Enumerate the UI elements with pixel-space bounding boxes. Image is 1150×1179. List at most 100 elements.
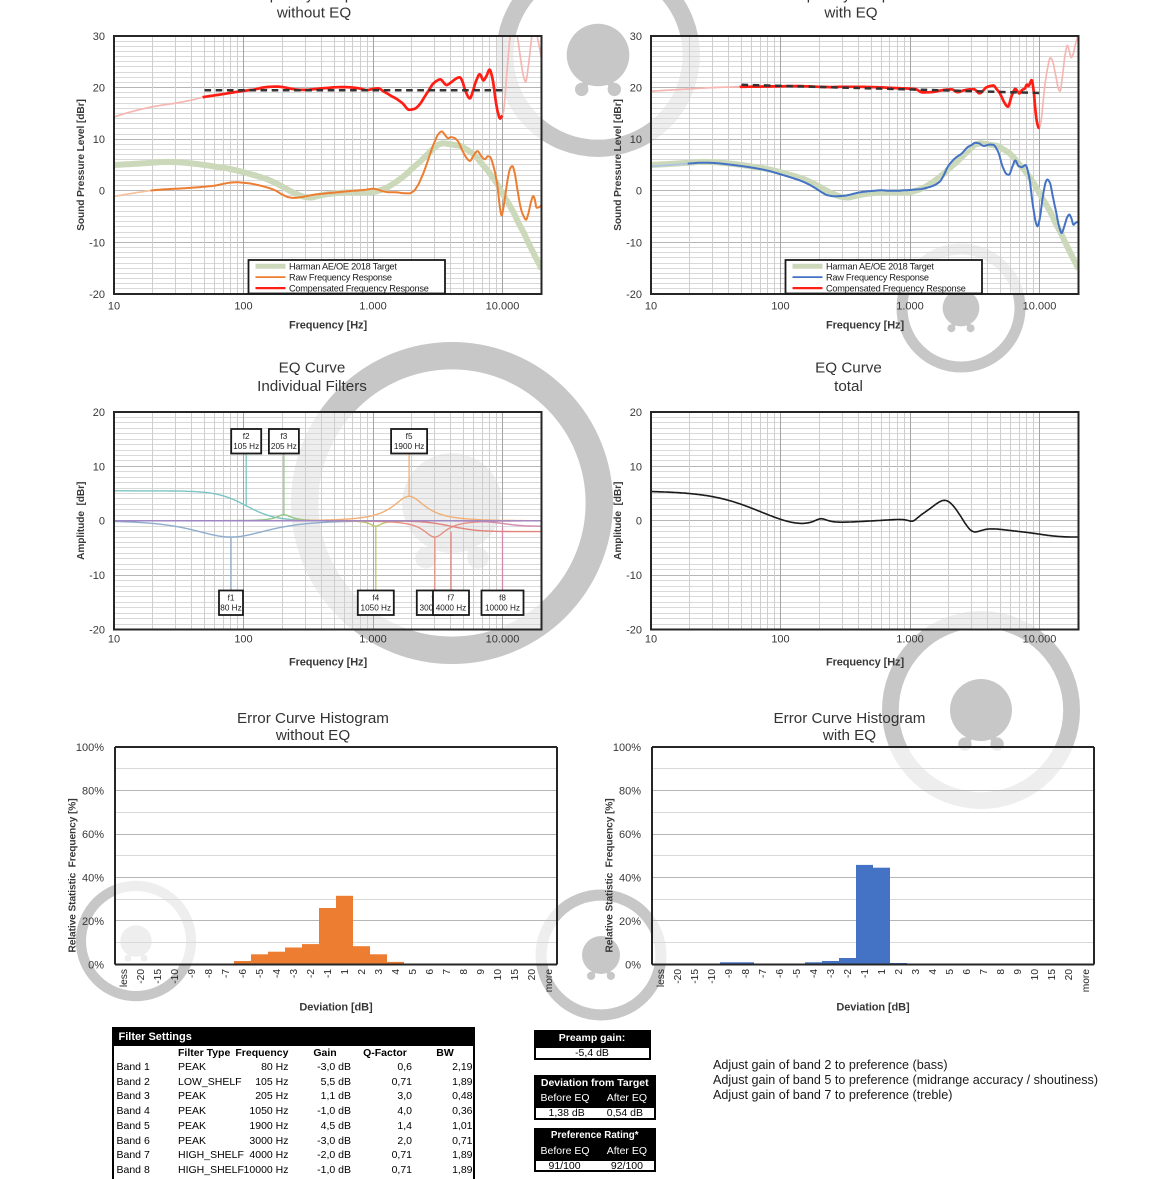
svg-text:100: 100 bbox=[771, 301, 789, 313]
svg-text:Deviation [dB]: Deviation [dB] bbox=[299, 1002, 373, 1014]
svg-text:-2: -2 bbox=[843, 969, 854, 978]
svg-text:10: 10 bbox=[108, 634, 120, 646]
svg-text:1.000: 1.000 bbox=[359, 634, 387, 646]
svg-text:20%: 20% bbox=[82, 916, 104, 928]
svg-text:-20: -20 bbox=[626, 289, 642, 301]
svg-text:10: 10 bbox=[493, 969, 504, 981]
svg-text:100: 100 bbox=[234, 301, 252, 313]
svg-text:20: 20 bbox=[527, 969, 538, 981]
svg-text:15: 15 bbox=[1047, 969, 1058, 981]
svg-text:10000 Hz: 10000 Hz bbox=[485, 604, 520, 613]
svg-text:Compensated Frequency Response: Compensated Frequency Response bbox=[289, 283, 429, 293]
svg-text:10: 10 bbox=[1030, 969, 1041, 981]
svg-text:15: 15 bbox=[510, 969, 521, 981]
svg-text:3: 3 bbox=[374, 969, 385, 975]
svg-text:20: 20 bbox=[93, 407, 105, 419]
svg-text:5: 5 bbox=[945, 969, 956, 975]
svg-text:0: 0 bbox=[99, 516, 105, 528]
svg-text:Individual Filters: Individual Filters bbox=[257, 378, 367, 395]
svg-text:0: 0 bbox=[636, 516, 642, 528]
svg-text:without EQ: without EQ bbox=[275, 727, 350, 744]
svg-text:60%: 60% bbox=[619, 829, 641, 841]
svg-text:Harman AE/OE 2018 Target: Harman AE/OE 2018 Target bbox=[289, 262, 397, 272]
svg-text:60%: 60% bbox=[82, 829, 104, 841]
svg-text:-15: -15 bbox=[690, 969, 701, 984]
svg-text:1050 Hz: 1050 Hz bbox=[361, 604, 392, 613]
svg-text:-10: -10 bbox=[626, 570, 642, 582]
svg-text:80%: 80% bbox=[619, 785, 641, 797]
svg-text:100%: 100% bbox=[76, 742, 104, 754]
svg-text:-1: -1 bbox=[860, 969, 871, 978]
svg-text:Sound Pressure Level [dBr]: Sound Pressure Level [dBr] bbox=[76, 99, 87, 231]
svg-text:3: 3 bbox=[911, 969, 922, 975]
svg-text:2: 2 bbox=[357, 969, 368, 975]
svg-text:Relative Statistic Frequency: Relative Statistic Frequency [%] bbox=[68, 798, 79, 952]
svg-text:0: 0 bbox=[636, 186, 642, 198]
svg-text:20: 20 bbox=[1064, 969, 1075, 981]
svg-text:20: 20 bbox=[93, 83, 105, 95]
svg-text:f8: f8 bbox=[499, 594, 506, 603]
svg-text:-15: -15 bbox=[153, 969, 164, 984]
svg-text:-2: -2 bbox=[306, 969, 317, 978]
svg-text:Frequency [Hz]: Frequency [Hz] bbox=[289, 657, 367, 669]
svg-text:0: 0 bbox=[99, 186, 105, 198]
svg-text:1: 1 bbox=[340, 969, 351, 975]
svg-text:f3: f3 bbox=[280, 432, 287, 441]
svg-text:10.000: 10.000 bbox=[1023, 301, 1057, 313]
svg-text:4: 4 bbox=[928, 969, 939, 975]
svg-text:1900 Hz: 1900 Hz bbox=[394, 442, 425, 451]
svg-text:1.000: 1.000 bbox=[896, 301, 924, 313]
svg-text:Raw Frequency Response: Raw Frequency Response bbox=[289, 272, 392, 282]
svg-text:-9: -9 bbox=[724, 969, 735, 978]
svg-text:Harman AE/OE 2018 Target: Harman AE/OE 2018 Target bbox=[826, 262, 934, 272]
svg-text:4000 Hz: 4000 Hz bbox=[436, 604, 467, 613]
svg-text:f5: f5 bbox=[406, 432, 413, 441]
svg-text:f4: f4 bbox=[372, 594, 379, 603]
svg-text:without EQ: without EQ bbox=[276, 4, 351, 21]
svg-text:7: 7 bbox=[442, 969, 453, 975]
svg-text:total: total bbox=[834, 378, 863, 395]
svg-text:Amplitude [dBr]: Amplitude [dBr] bbox=[613, 482, 624, 560]
svg-text:10: 10 bbox=[108, 301, 120, 313]
svg-text:2: 2 bbox=[894, 969, 905, 975]
svg-text:8: 8 bbox=[459, 969, 470, 975]
svg-text:Error Curve Histogram: Error Curve Histogram bbox=[237, 710, 389, 727]
svg-text:30: 30 bbox=[93, 31, 105, 43]
svg-text:9: 9 bbox=[1013, 969, 1024, 975]
svg-text:10: 10 bbox=[93, 461, 105, 473]
svg-text:Compensated Frequency Response: Compensated Frequency Response bbox=[826, 283, 966, 293]
svg-text:20: 20 bbox=[630, 407, 642, 419]
svg-text:Frequency [Hz]: Frequency [Hz] bbox=[289, 320, 367, 332]
svg-text:100: 100 bbox=[771, 634, 789, 646]
svg-text:4: 4 bbox=[391, 969, 402, 975]
svg-text:EQ Curve: EQ Curve bbox=[279, 360, 346, 377]
svg-text:1.000: 1.000 bbox=[359, 301, 387, 313]
svg-text:6: 6 bbox=[962, 969, 973, 975]
svg-text:-4: -4 bbox=[272, 969, 283, 978]
svg-text:-1: -1 bbox=[323, 969, 334, 978]
svg-text:more: more bbox=[544, 969, 555, 993]
svg-text:f1: f1 bbox=[228, 594, 235, 603]
svg-text:Amplitude [dBr]: Amplitude [dBr] bbox=[76, 482, 87, 560]
svg-text:1.000: 1.000 bbox=[896, 634, 924, 646]
svg-text:-3: -3 bbox=[289, 969, 300, 978]
svg-text:0%: 0% bbox=[625, 959, 641, 971]
svg-text:-20: -20 bbox=[89, 624, 105, 636]
svg-text:7: 7 bbox=[979, 969, 990, 975]
svg-text:-4: -4 bbox=[809, 969, 820, 978]
svg-text:-5: -5 bbox=[255, 969, 266, 978]
svg-text:40%: 40% bbox=[619, 872, 641, 884]
svg-text:-5: -5 bbox=[792, 969, 803, 978]
svg-text:9: 9 bbox=[476, 969, 487, 975]
svg-text:105 Hz: 105 Hz bbox=[233, 442, 259, 451]
svg-text:1: 1 bbox=[877, 969, 888, 975]
svg-text:-9: -9 bbox=[187, 969, 198, 978]
svg-text:100%: 100% bbox=[613, 742, 641, 754]
svg-text:Relative Statistic Frequency: Relative Statistic Frequency [%] bbox=[605, 798, 616, 952]
svg-text:with EQ: with EQ bbox=[822, 727, 876, 744]
svg-text:-8: -8 bbox=[204, 969, 215, 978]
svg-text:-8: -8 bbox=[741, 969, 752, 978]
svg-text:f2: f2 bbox=[243, 432, 250, 441]
svg-text:10: 10 bbox=[645, 301, 657, 313]
svg-text:100: 100 bbox=[234, 634, 252, 646]
